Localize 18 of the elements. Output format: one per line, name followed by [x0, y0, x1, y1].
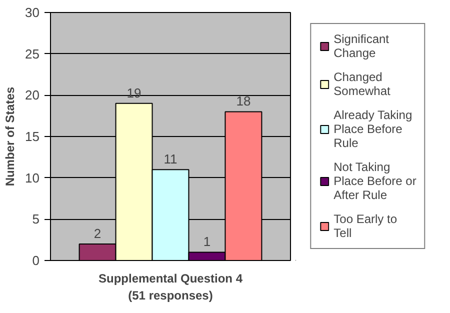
y-tick-label: 25 — [25, 46, 40, 62]
y-tick-label: 5 — [32, 212, 40, 227]
legend-label: Changed Somewhat — [334, 70, 390, 98]
data-label: 11 — [164, 152, 178, 167]
legend-label: Not Taking Place Before or After Rule — [334, 160, 416, 202]
legend-label: Already Taking Place Before Rule — [334, 108, 412, 150]
legend-label: Significant Change — [334, 32, 390, 60]
y-axis-title: Number of States — [3, 86, 18, 186]
data-label: 2 — [94, 226, 102, 241]
y-tick-label: 10 — [25, 170, 40, 186]
y-tick-label: 20 — [25, 88, 40, 103]
legend-label: Too Early to Tell — [334, 212, 398, 240]
data-label: 18 — [236, 94, 251, 109]
y-tick-label: 0 — [32, 253, 40, 268]
y-tick-label: 15 — [25, 129, 40, 144]
x-axis-title: Supplemental Question 4 (51 responses) — [98, 272, 243, 302]
data-label: 1 — [203, 234, 211, 250]
y-tick-label: 30 — [25, 5, 40, 20]
